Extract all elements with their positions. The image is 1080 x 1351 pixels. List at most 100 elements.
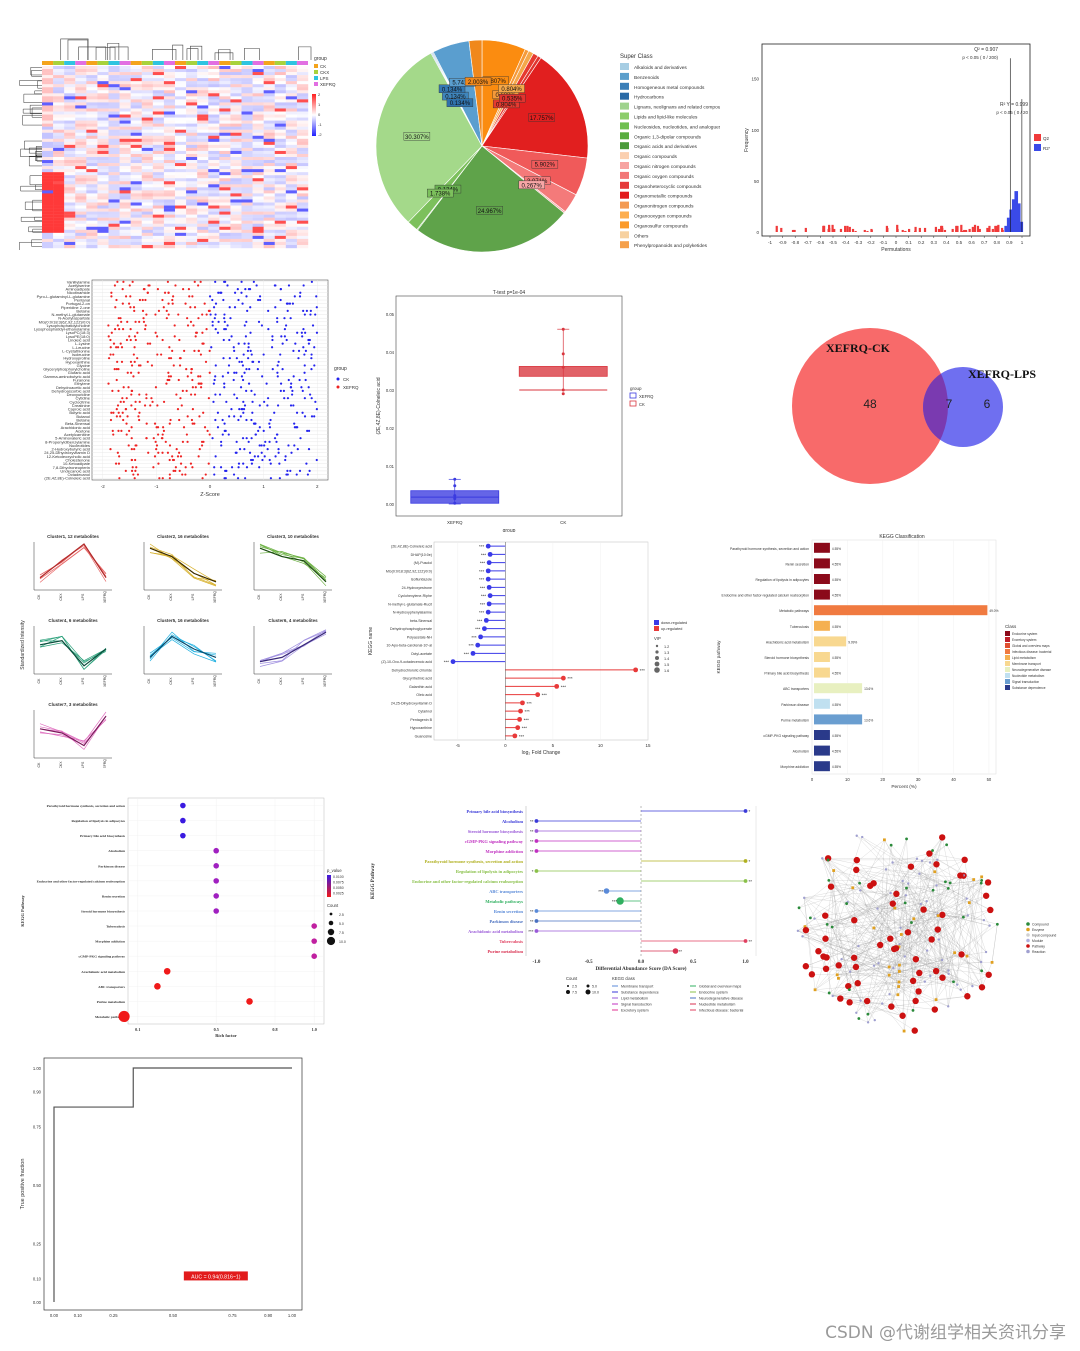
heatmap-cell [208,111,220,115]
compound-node [961,915,965,919]
xefrq-dot [109,447,112,451]
legend-p-title: p_value [327,868,342,873]
count-swatch [326,936,336,946]
heatmap-cell [285,99,298,103]
q2-bar [923,227,927,232]
heatmap-cell [42,120,54,124]
network-edge [856,869,939,940]
heatmap-cell [42,169,54,173]
y-tick-label: 0.25 [33,1242,42,1247]
heatmap-cell [252,190,264,194]
heatmap-cell [64,78,76,82]
pathway-node [802,926,810,934]
heatmap-cell [230,205,242,209]
count-swatch [586,984,590,988]
heatmap-cell [285,114,298,118]
heatmap-cell [186,78,198,82]
heatmap-cell [241,87,253,91]
legend-label: Pathway [1032,945,1045,949]
ck-dot [276,371,279,374]
enzyme-node [933,870,937,874]
enzyme-node [872,926,876,930]
ck-dot [298,295,302,298]
heatmap-cell [252,93,264,97]
pathway-node [888,1003,895,1010]
x-tick-label: 0.4 [943,240,950,245]
heatmap-cell [208,190,220,194]
heatmap-cell [130,78,142,82]
xefrq-dot [129,306,132,309]
heatmap-cell [219,178,231,182]
pie-legend-label: Organometallic compounds [634,194,693,200]
heatmap-cell [285,220,298,224]
heatmap-cell [163,84,176,88]
heatmap-cell [186,160,198,164]
heatmap-cell [241,241,253,246]
ck-dot [228,306,231,309]
heatmap-cell [252,193,264,197]
ck-dot [307,338,310,342]
dendrogram-branch [31,70,42,77]
heatmap-cell [274,223,287,227]
pathway-node [964,993,971,1000]
pathway-node [876,941,884,949]
xefrq-dot [130,393,133,396]
network-nodes [796,834,999,1034]
network-edge [855,966,869,1023]
pathway-label: Alcoholism [502,819,523,824]
x-axis-label: Permutations [881,247,911,253]
heatmap-cell [86,160,98,164]
heatmap-cell [241,202,253,206]
heatmap-cell [130,169,142,173]
ck-dot [261,375,264,378]
heatmap-cell [285,193,298,197]
heatmap-cell [64,102,76,106]
ck-dot [225,469,228,473]
heatmap-cell [186,208,198,212]
heatmap-cell [241,126,253,130]
ck-dot [293,426,296,429]
network-edge [885,869,937,972]
metabolite-label: Dehydroacetic acid [56,385,90,390]
heatmap-cell [163,90,176,94]
heatmap-cell [108,199,120,203]
ck-dot [271,335,274,338]
heatmap-cell [130,166,142,170]
xefrq-dot [134,444,137,447]
pathway-node [802,963,810,970]
heatmap-cell [163,208,176,212]
heatmap-cell [274,220,287,224]
heatmap-cell [152,129,165,133]
group-bar-cell [285,61,297,65]
xefrq-dot [119,342,122,345]
heatmap-cell [219,75,231,79]
xefrq-dot [109,353,112,356]
heatmap-cell [86,120,98,124]
ck-dot [287,444,290,447]
pie-legend-label: Organic nitrogen compounds [634,164,696,170]
heatmap-cell [175,211,187,215]
network-edge [840,994,898,999]
dendrogram-branch [32,228,42,233]
xefrq-dot [194,331,198,334]
heatmap-cell [97,244,109,249]
network-edge [900,875,964,928]
heatmap-cell [296,184,309,188]
heatmap-cell [208,229,220,234]
heatmap-cell [97,102,109,106]
heatmap-cell [230,99,242,103]
heatmap-cell [119,93,131,97]
heatmap-cell [241,153,253,158]
heatmap-cell [263,120,275,124]
xefrq-dot [131,280,134,283]
network-edge [937,881,946,915]
heatmap-cell [263,81,275,85]
heatmap-cell [241,108,253,112]
xefrq-dot [116,404,120,407]
cluster-title: Cluster5, 16 metabolites [157,618,209,623]
heatmap-cell [230,138,242,143]
legend-swatch [1005,643,1010,648]
network-edge [838,962,993,966]
heatmap-cell [230,84,242,88]
heatmap-cell [296,217,309,221]
